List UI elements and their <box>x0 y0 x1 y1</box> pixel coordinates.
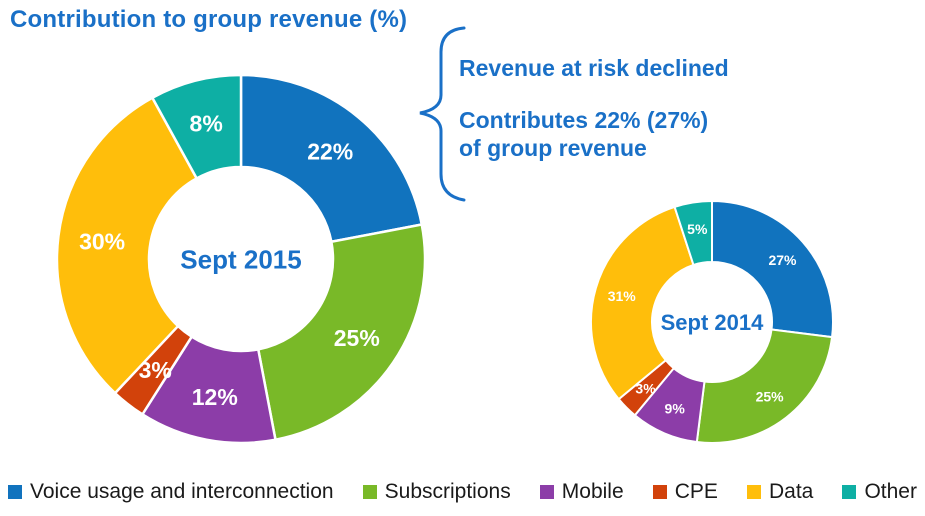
legend-label-subscriptions: Subscriptions <box>384 480 511 503</box>
legend-label-other: Other <box>864 480 917 503</box>
legend-swatch-other <box>842 485 857 499</box>
legend-swatch-cpe <box>652 485 667 499</box>
donut-slice-subscriptions <box>695 328 834 444</box>
annotation-line-1: Revenue at risk declined <box>459 55 729 81</box>
slice-percentage-label: 31% <box>608 288 637 304</box>
slice-percentage-label: 30% <box>79 229 125 255</box>
legend-swatch-mobile <box>539 485 554 499</box>
annotation-block: Revenue at risk declined Contributes 22%… <box>459 54 729 162</box>
legend-swatch-voice <box>8 485 22 499</box>
legend-item-voice: Voice usage and interconnection <box>8 480 334 504</box>
donut-slice-other <box>673 200 713 266</box>
donut-slice-data <box>590 205 695 401</box>
slice-percentage-label: 9% <box>665 400 686 416</box>
slice-percentage-label: 12% <box>192 384 238 410</box>
donut-slice-voice-usage-and-interconnection <box>239 73 423 244</box>
slice-percentage-label: 8% <box>190 111 223 137</box>
slice-percentage-label: 25% <box>756 388 785 404</box>
brace-icon <box>419 26 466 202</box>
donut-chart-sept-2015: 22%25%12%3%30%8% <box>55 73 427 445</box>
legend-swatch-subscriptions <box>362 485 377 499</box>
chart-title: Contribution to group revenue (%) <box>10 6 408 33</box>
legend-item-cpe: CPE <box>652 480 718 504</box>
donut-chart-sept-2014: 27% 25% 9% 3% 31% 5% <box>590 200 834 444</box>
slice-percentage-label: 3% <box>635 381 656 397</box>
slice-percentage-label: 25% <box>334 325 380 351</box>
slice-percentage-label: 5% <box>687 221 708 237</box>
donut-slice-voice-usage-and-interconnection <box>711 200 834 339</box>
annotation-line-2: Contributes 22% (27%) <box>459 107 709 133</box>
legend-label-voice: Voice usage and interconnection <box>30 480 334 503</box>
donut-slice-subscriptions <box>256 223 427 441</box>
legend-item-data: Data <box>747 480 813 504</box>
legend-item-subscriptions: Subscriptions <box>362 480 511 504</box>
donut-slice-data <box>55 96 198 395</box>
legend-label-data: Data <box>769 480 814 503</box>
donut-slice-other <box>151 73 243 180</box>
annotation-line-3: of group revenue <box>459 135 647 161</box>
legend-item-mobile: Mobile <box>539 480 624 504</box>
legend-label-mobile: Mobile <box>561 480 624 503</box>
slice-percentage-label: 22% <box>307 138 353 164</box>
legend-item-other: Other <box>842 480 917 504</box>
slice-percentage-label: 27% <box>768 252 797 268</box>
legend: Voice usage and interconnection Subscrip… <box>8 477 917 507</box>
legend-label-cpe: CPE <box>674 480 718 503</box>
legend-swatch-data <box>747 485 761 499</box>
